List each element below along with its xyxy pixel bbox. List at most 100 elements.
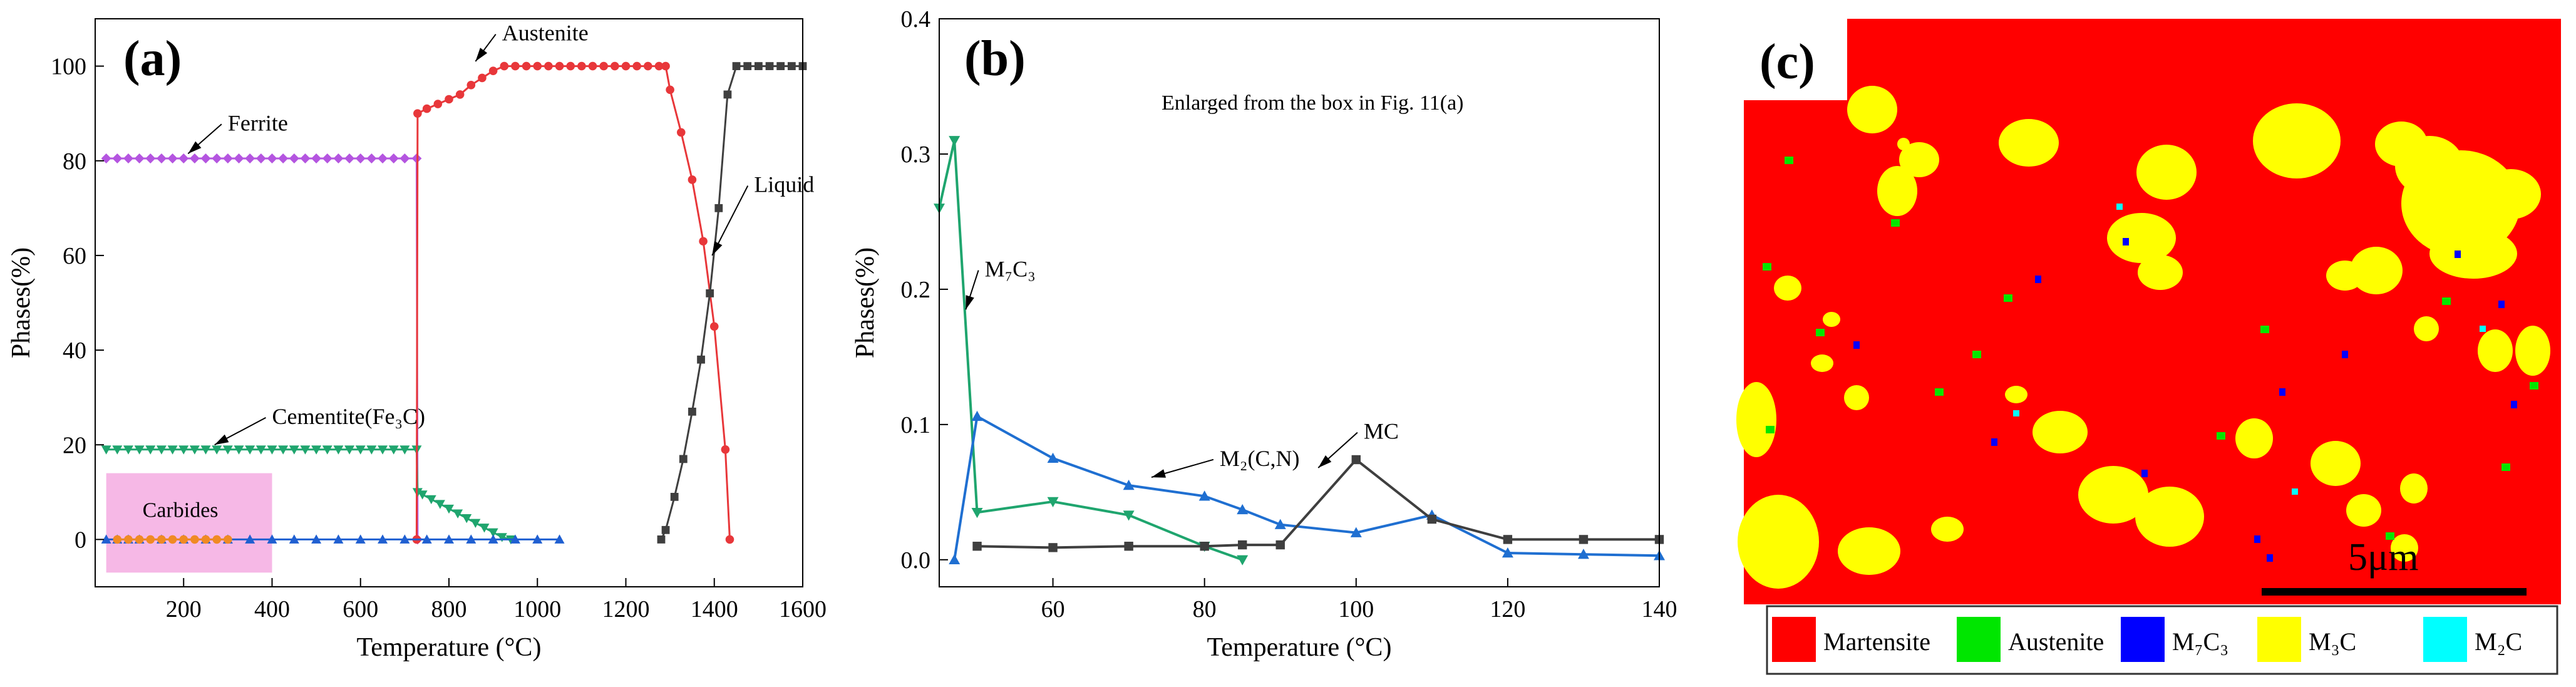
m7c3-grain — [2511, 401, 2517, 408]
data-point — [679, 455, 688, 463]
data-point — [453, 509, 463, 519]
y-tick-label: 100 — [51, 54, 86, 80]
data-point — [654, 61, 664, 71]
data-point — [311, 445, 322, 455]
m2c-grain — [2013, 410, 2019, 416]
m3c-grain — [2253, 103, 2341, 178]
data-point — [1579, 535, 1589, 544]
data-point — [445, 95, 453, 104]
panel-b-annotations: M₇C₃ M₂(C,N) MC — [965, 257, 1399, 478]
data-point — [422, 104, 431, 113]
legend-swatch — [1957, 617, 2001, 662]
data-point — [1237, 555, 1249, 566]
data-point — [433, 100, 443, 108]
data-point — [599, 61, 608, 71]
data-point — [488, 528, 498, 538]
data-point — [706, 289, 714, 297]
data-point — [267, 153, 277, 163]
m3c-grain — [2350, 247, 2403, 294]
m3c-grain — [1897, 138, 1910, 150]
panel-b: M₇C₃ M₂(C,N) MC 60 80 100 120 140 0.0 0.1 0.2 0.3 0… — [851, 6, 1677, 662]
data-point — [1047, 452, 1059, 463]
data-point — [135, 535, 144, 544]
data-point — [522, 61, 531, 71]
m3c-grain — [2005, 386, 2027, 403]
annotation-label: Austenite — [502, 21, 589, 46]
data-point — [289, 153, 299, 163]
data-point — [1275, 540, 1285, 550]
data-point — [278, 153, 289, 163]
data-point — [123, 153, 133, 163]
m7c3-grain — [2342, 351, 2348, 358]
data-point — [355, 534, 366, 544]
m3c-grain — [1844, 385, 1869, 410]
panel-a-series — [101, 61, 807, 545]
data-point — [500, 61, 509, 71]
data-point — [255, 445, 266, 455]
data-point — [1047, 497, 1059, 507]
x-tick-label: 400 — [254, 596, 290, 622]
m3c-grain — [1877, 166, 1917, 216]
series-line — [977, 458, 1659, 549]
data-point — [300, 445, 311, 455]
data-point — [697, 355, 705, 364]
data-point — [378, 534, 388, 544]
data-point — [723, 90, 732, 99]
data-point — [399, 153, 410, 163]
data-point — [670, 492, 679, 501]
m3c-grain — [1999, 119, 2059, 167]
data-point — [278, 445, 289, 455]
data-point — [566, 61, 575, 71]
data-point — [311, 153, 322, 163]
panel-c: Martensite Austenite M₇C₃ M₃C M₂C 5μm (c) — [1736, 19, 2561, 675]
data-point — [765, 62, 774, 70]
data-point — [399, 445, 410, 455]
annotation-arrowhead — [475, 48, 488, 62]
data-point — [949, 136, 961, 147]
panel-b-title: Enlarged from the box in Fig. 11(a) — [1162, 91, 1464, 115]
data-point — [461, 514, 472, 524]
m2c-grain — [2116, 204, 2123, 210]
data-point — [488, 534, 498, 544]
data-point — [413, 109, 422, 118]
m7c3-grain — [2498, 301, 2505, 308]
data-point — [776, 62, 785, 70]
x-tick-label: 100 — [1338, 596, 1374, 622]
data-point — [201, 535, 210, 544]
x-tick-label: 60 — [1041, 596, 1065, 622]
data-point — [333, 445, 344, 455]
data-point — [145, 445, 156, 455]
data-point — [168, 535, 177, 544]
x-tick-label: 800 — [431, 596, 467, 622]
m7c3-grain — [1853, 341, 1860, 349]
x-tick-label: 120 — [1490, 596, 1525, 622]
data-point — [1350, 527, 1362, 537]
data-point — [156, 445, 167, 455]
panel-a: Carbides Ferrite Austenite Liquid Cementite… — [7, 18, 827, 662]
data-point — [1123, 510, 1135, 521]
legend-swatch — [2257, 617, 2301, 662]
data-point — [267, 534, 277, 544]
m2c-grain — [2480, 326, 2486, 332]
data-point — [470, 519, 481, 528]
data-point — [497, 533, 507, 542]
annotation-arrowhead — [188, 141, 202, 154]
data-point — [688, 175, 697, 184]
legend-swatch — [1772, 617, 1816, 662]
data-point — [417, 490, 428, 500]
legend-label: Martensite — [1823, 628, 1930, 656]
austenite-grain — [2442, 297, 2451, 305]
m3c-grain — [2235, 418, 2273, 458]
panel-b-label: (b) — [964, 31, 1026, 86]
data-point — [466, 534, 477, 544]
data-point — [157, 535, 166, 544]
phase-map-legend-items: Martensite Austenite M₇C₃ M₃C M₂C — [1772, 617, 2522, 662]
carbides-box — [106, 473, 272, 573]
m3c-grain — [2395, 136, 2464, 196]
data-point — [1427, 514, 1437, 524]
data-point — [245, 445, 255, 455]
data-point — [754, 62, 763, 70]
m3c-grain — [1738, 495, 1819, 589]
panel-c-label: (c) — [1759, 34, 1815, 90]
data-point — [156, 153, 167, 163]
